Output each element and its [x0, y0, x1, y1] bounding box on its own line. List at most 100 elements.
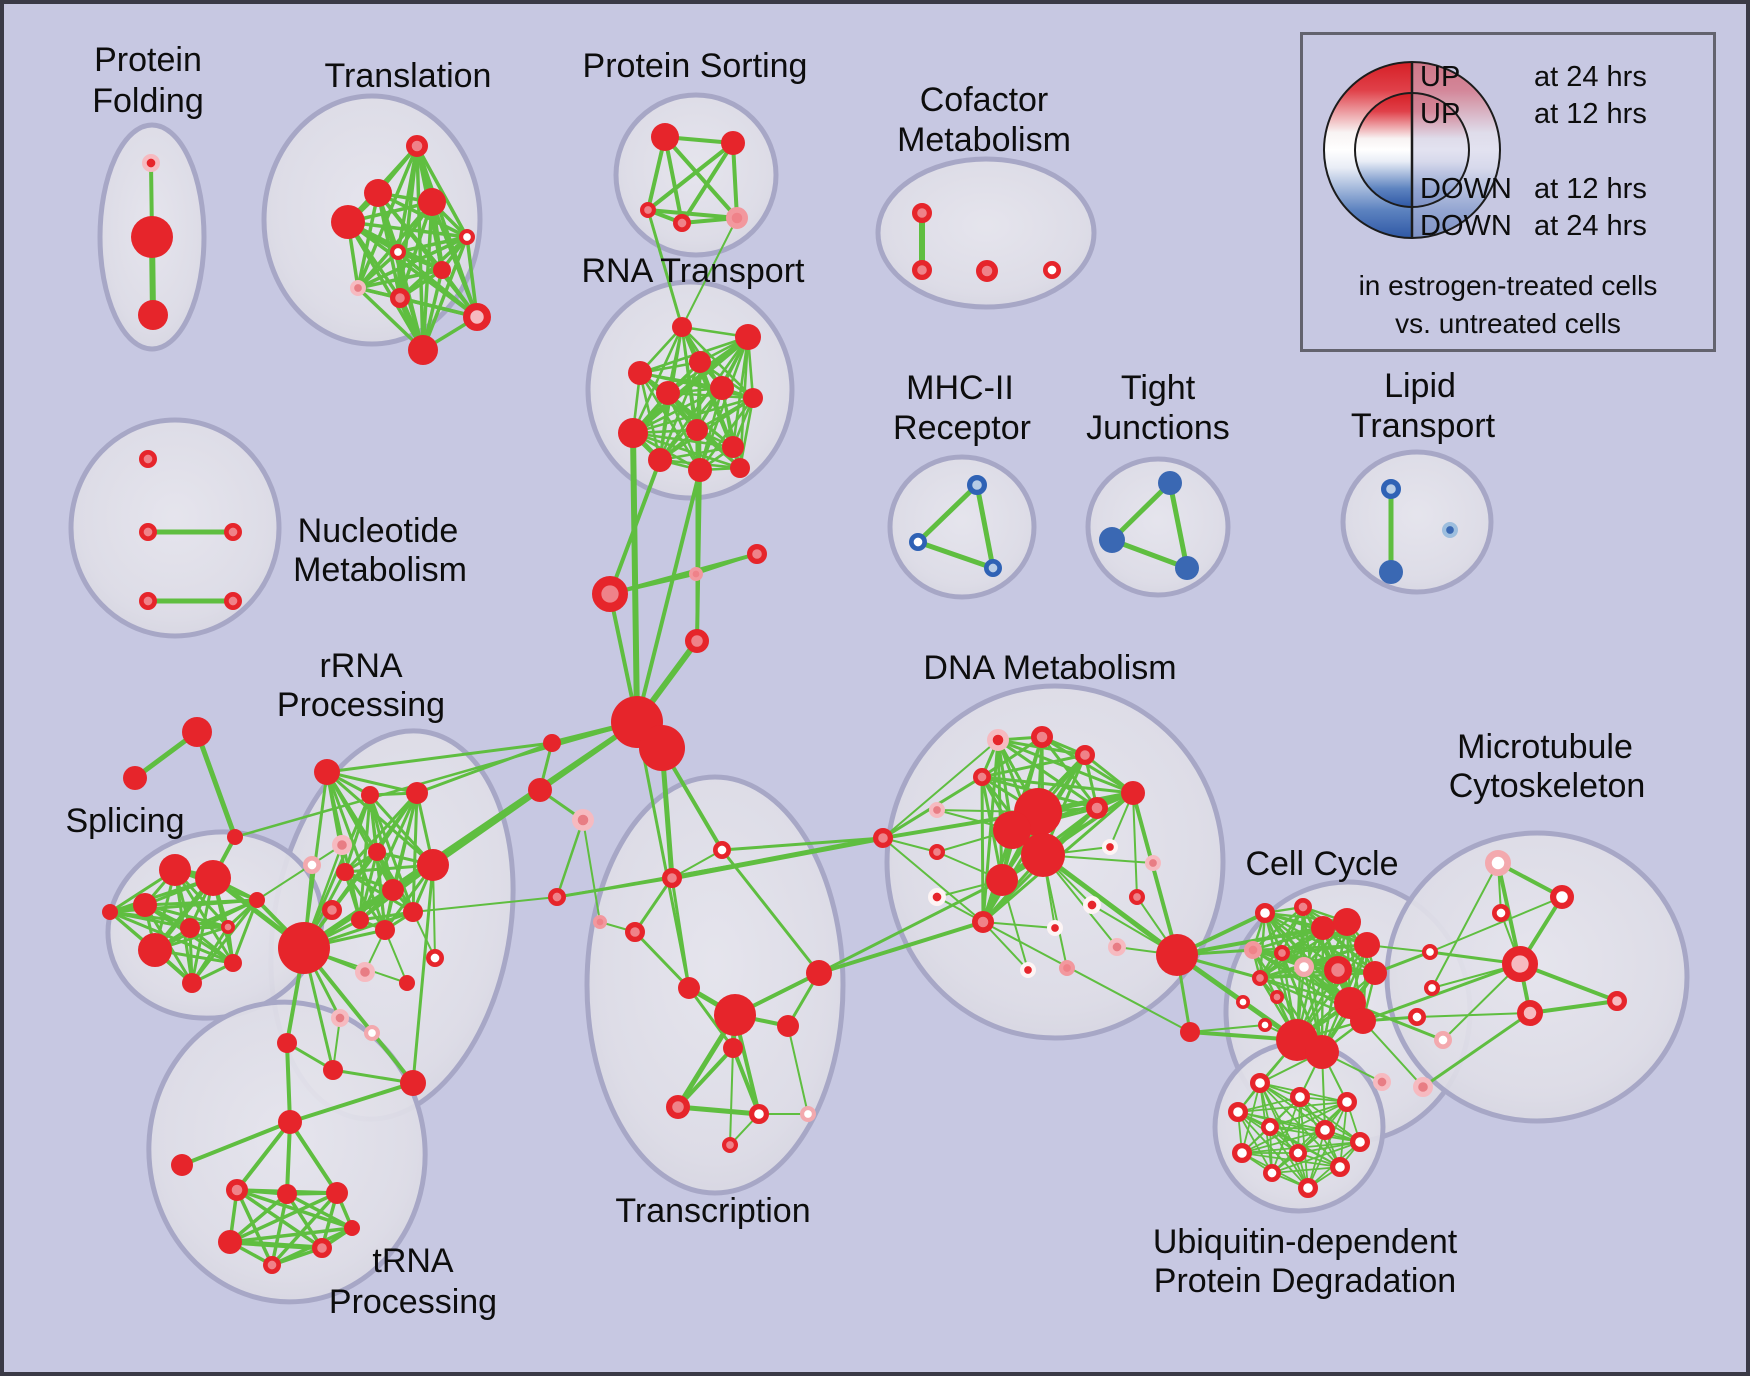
gene-node-rr1 [314, 759, 340, 785]
cluster-label: Translation [325, 57, 492, 95]
interaction-edge [1339, 1101, 1348, 1168]
gene-node-tl3 [418, 188, 446, 216]
cluster-label: Transcription [615, 1192, 810, 1230]
gene-node-dm16 [971, 910, 994, 933]
interaction-edge [270, 1192, 289, 1267]
gene-node-dm23 [1180, 1022, 1200, 1042]
gene-node-dm1 [986, 728, 1009, 751]
interaction-edge [638, 371, 755, 400]
interaction-edge [228, 1226, 354, 1244]
cluster-label: Protein Sorting [583, 47, 808, 85]
gene-node-tn7 [312, 1237, 333, 1258]
interaction-edge [227, 1239, 325, 1251]
gene-node-rt8 [618, 418, 648, 448]
gene-node-sp8 [182, 973, 202, 993]
interaction-edge [421, 235, 469, 352]
legend-row-time-1: at 12 hrs [1534, 98, 1647, 130]
gene-node-rr2 [361, 786, 379, 804]
gene-node-dm19 [1046, 920, 1063, 937]
gene-node-st4 [684, 628, 709, 653]
interaction-edge [302, 946, 415, 1085]
gene-node-lt2 [1379, 560, 1403, 584]
gene-node-tr12 [800, 1105, 817, 1122]
gene-node-tl11 [408, 335, 438, 365]
gene-node-tl5 [458, 229, 475, 246]
interaction-edge [631, 396, 755, 435]
gene-node-mc2 [1549, 884, 1574, 909]
interaction-edge [430, 200, 479, 319]
cluster-label: Transport [1351, 407, 1496, 445]
gene-node-rt13 [730, 458, 750, 478]
interaction-edge [720, 836, 885, 852]
gene-node-cc21 [1423, 980, 1440, 997]
interaction-edge [356, 268, 444, 290]
gene-node-tn4 [277, 1184, 297, 1204]
interaction-edge [1442, 963, 1521, 1041]
gene-node-rt10 [722, 436, 744, 458]
gene-node-lg2 [528, 778, 552, 802]
cluster-label: Protein Degradation [1154, 1262, 1456, 1300]
interaction-edge [325, 741, 554, 774]
interaction-edge [1431, 862, 1499, 989]
legend-caption-line-1: vs. untreated cells [1395, 308, 1621, 339]
interaction-edge [411, 863, 435, 1085]
gene-node-tr3 [624, 921, 645, 942]
gene-node-cc19 [1433, 1030, 1452, 1049]
legend-right-half-fade [1412, 62, 1500, 238]
gene-node-mc5 [1517, 1000, 1544, 1027]
gene-node-sp1 [159, 854, 191, 886]
interaction-edge [646, 208, 739, 220]
cluster-ellipse-tight-junctions [1085, 456, 1231, 598]
interaction-edge [346, 220, 469, 239]
gene-node-rrG [278, 922, 330, 974]
gene-node-dm20 [1020, 962, 1037, 979]
gene-node-sp4 [180, 918, 200, 938]
gene-node-rt3 [628, 361, 652, 385]
cluster-label: Cofactor [920, 81, 1049, 119]
gene-node-dm3 [1074, 744, 1095, 765]
interaction-edge [108, 876, 215, 914]
gene-node-rr3 [406, 782, 428, 804]
gene-node-dm10 [1021, 833, 1065, 877]
legend-row-time-2: at 12 hrs [1534, 173, 1647, 205]
gene-node-sp9 [224, 954, 242, 972]
gene-node-pf1 [141, 153, 160, 172]
gene-node-cc22 [1421, 944, 1438, 961]
interaction-edge [1362, 1020, 1424, 1088]
cluster-label: tRNA [372, 1242, 454, 1280]
gene-node-dm2 [1030, 725, 1053, 748]
interaction-edge [675, 1104, 762, 1117]
gene-node-cc9 [1293, 956, 1314, 977]
interaction-edge [1271, 1141, 1361, 1174]
interaction-edge [996, 738, 1099, 810]
gene-node-cc7 [1243, 941, 1262, 960]
interaction-edge [358, 791, 419, 922]
interaction-edge [882, 739, 999, 839]
gene-node-sp3 [133, 893, 157, 917]
gene-node-rr16 [399, 975, 415, 991]
gene-node-cc5 [1354, 932, 1380, 958]
gene-node-ub12 [1297, 1177, 1318, 1198]
gene-node-nm5 [223, 592, 242, 611]
interaction-edge [1297, 1141, 1361, 1154]
gene-node-cc18 [1412, 1076, 1433, 1097]
gene-node-ps4 [673, 213, 692, 232]
gene-node-rr5 [302, 856, 321, 875]
gene-node-ub6 [1314, 1119, 1335, 1140]
gene-node-dm6 [1121, 781, 1145, 805]
gene-node-tn6 [218, 1230, 242, 1254]
interaction-edge [415, 144, 469, 239]
cluster-ellipse-lipid-transport [1340, 449, 1494, 595]
interaction-edge [1251, 905, 1305, 952]
gene-node-tl7 [433, 261, 451, 279]
interaction-edge [153, 898, 259, 952]
interaction-edge [288, 1081, 415, 1124]
gene-node-hb2 [639, 725, 685, 771]
gene-node-rt6 [710, 376, 734, 400]
legend-row-direction-0: UP [1420, 61, 1461, 93]
gene-node-cc13 [1257, 1018, 1272, 1033]
interaction-edge [980, 753, 1087, 779]
gene-node-rr14 [425, 949, 444, 968]
gene-node-cf3 [975, 259, 998, 282]
interaction-edge [288, 1120, 339, 1195]
